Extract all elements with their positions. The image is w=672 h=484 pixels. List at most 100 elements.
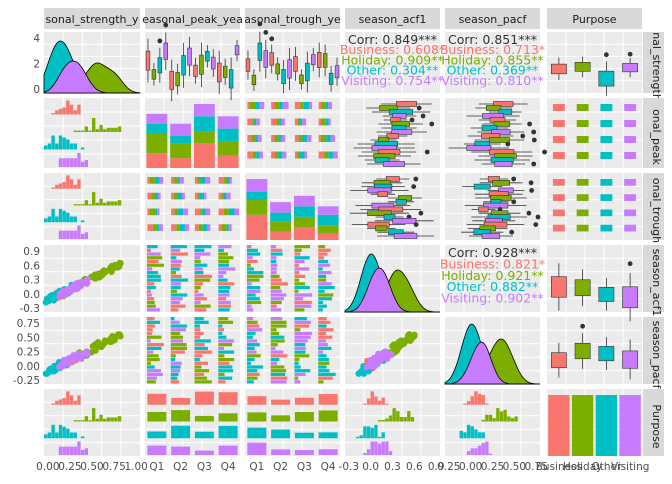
bar-segment (179, 177, 184, 184)
correlation-label: Corr: 0.849*** (348, 32, 437, 47)
box (624, 104, 637, 111)
histogram-bar (114, 127, 118, 132)
bar-segment (200, 177, 206, 184)
y-tick-label: 0.25 (17, 347, 40, 359)
histogram-bar (247, 267, 254, 271)
histogram-bar (270, 245, 276, 249)
box (157, 57, 163, 74)
bar-segment (227, 177, 230, 184)
bar-segment (193, 116, 215, 132)
histogram-bar (194, 267, 203, 271)
histogram-bar (114, 201, 118, 206)
bar-segment (223, 208, 229, 216)
box (576, 194, 589, 201)
bar-segment (159, 224, 163, 231)
column-strip-label: easonal_peak_yea (142, 13, 243, 26)
bar-segment (146, 153, 168, 168)
histogram-bar (318, 256, 324, 260)
scatter-point (114, 263, 122, 271)
histogram-bar (218, 339, 234, 343)
histogram-bar (463, 403, 467, 405)
bar-segment (325, 118, 329, 126)
box (205, 51, 210, 62)
bar-segment (247, 412, 267, 422)
histogram-bar (170, 304, 186, 308)
box (175, 72, 180, 87)
box (486, 105, 502, 111)
histogram-bar (194, 346, 208, 350)
histogram-bar (73, 184, 77, 189)
histogram-bar (270, 354, 288, 358)
histogram-bar (218, 357, 235, 362)
histogram-bar (218, 293, 230, 297)
scatter-point (107, 335, 114, 343)
bar-segment (307, 135, 312, 142)
histogram-bar (318, 248, 331, 252)
x-tick-label: Q1 (149, 461, 164, 473)
histogram-bar (399, 417, 404, 422)
box (481, 233, 500, 239)
outlier-point (157, 38, 163, 44)
bar-segment (294, 412, 314, 422)
histogram-bar (366, 398, 371, 405)
histogram-bar (270, 271, 277, 275)
x-tick-label: -0.3 (339, 461, 360, 473)
bar-segment (297, 118, 301, 126)
bar-segment (204, 192, 207, 200)
histogram-bar (294, 289, 299, 293)
bar-segment (193, 143, 215, 168)
histogram-bar (503, 409, 507, 422)
box (552, 224, 565, 232)
histogram-bar (147, 263, 164, 267)
bar-segment (274, 102, 280, 109)
box (299, 74, 304, 85)
histogram-bar (247, 365, 264, 369)
histogram-bar (247, 380, 254, 384)
histogram-bar (374, 424, 378, 439)
histogram-bar (270, 263, 278, 267)
histogram-bar (69, 216, 74, 223)
histogram-bar (374, 396, 378, 405)
histogram-bar (318, 263, 331, 267)
x-tick-label: 0.50 (503, 461, 526, 473)
box (576, 179, 589, 186)
histogram-bar (170, 346, 188, 350)
bar-segment (270, 212, 292, 222)
histogram-bar (80, 449, 85, 455)
histogram-bar (73, 446, 77, 455)
x-tick-label: Q1 (249, 461, 264, 473)
density-curve (444, 341, 540, 385)
histogram-bar (194, 324, 200, 328)
bar-segment (194, 177, 198, 184)
box (374, 157, 390, 163)
histogram-bar (147, 380, 156, 384)
box (552, 120, 565, 127)
histogram-bar (77, 204, 81, 206)
histogram-bar (270, 346, 276, 350)
purpose-bar (548, 395, 570, 456)
bar-segment (194, 208, 201, 216)
histogram-bar (170, 317, 175, 321)
scatter-point (77, 353, 84, 360)
bar-segment (309, 102, 313, 109)
box (552, 152, 565, 159)
bar-segment (217, 155, 239, 168)
histogram-bar (170, 300, 181, 305)
histogram-bar (58, 135, 63, 150)
scatter-point (376, 357, 384, 365)
histogram-bar (485, 441, 489, 455)
bar-segment (318, 102, 322, 109)
histogram-bar (194, 369, 210, 373)
bar-segment (156, 224, 160, 231)
correlation-label: Holiday: 0.855** (441, 52, 544, 67)
bar-segment (294, 151, 298, 159)
box (211, 56, 216, 70)
outlier-point (529, 188, 535, 193)
histogram-bar (69, 395, 74, 405)
outlier-point (526, 210, 532, 216)
box (305, 62, 310, 82)
histogram-bar (170, 245, 187, 249)
bar-segment (256, 151, 260, 159)
histogram-bar (318, 259, 329, 264)
histogram-bar (170, 339, 184, 343)
